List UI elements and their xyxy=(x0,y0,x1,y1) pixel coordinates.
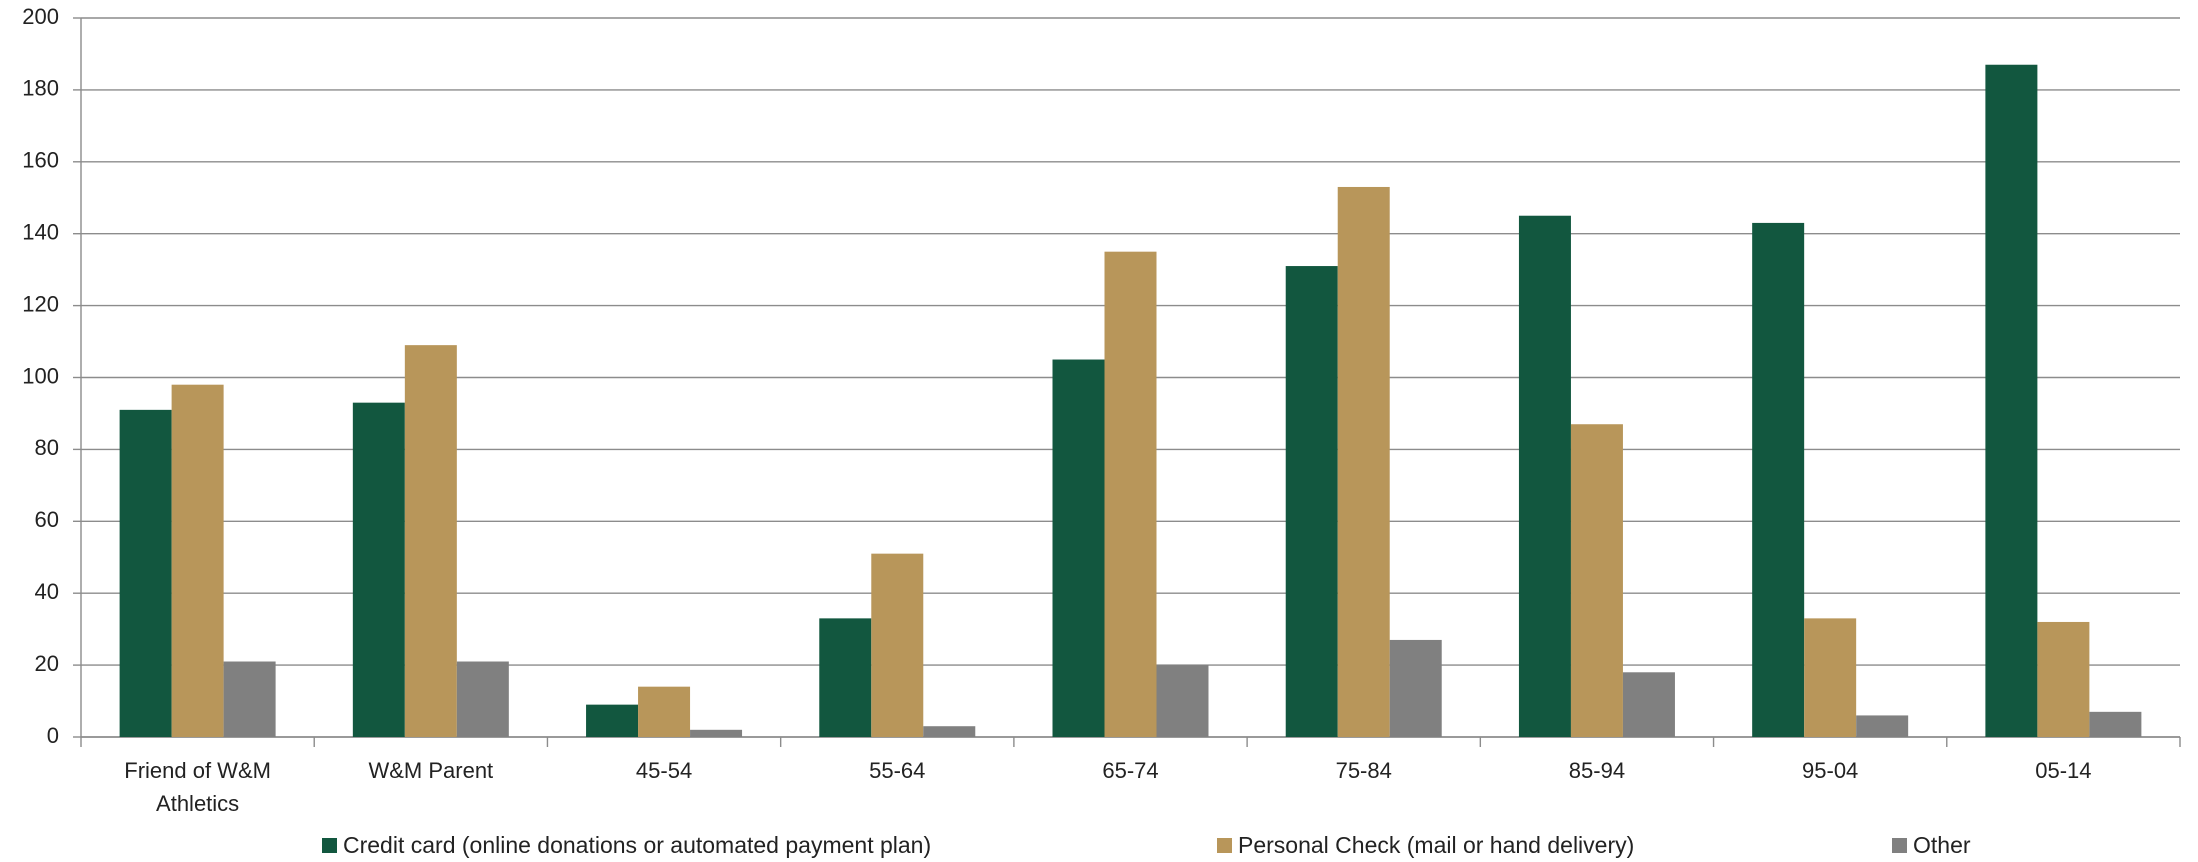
bar xyxy=(171,384,224,737)
bar xyxy=(404,345,457,737)
bar xyxy=(1856,715,1909,737)
bar xyxy=(1752,222,1805,738)
y-tick-label: 200 xyxy=(22,4,59,29)
bar xyxy=(1804,618,1857,737)
y-tick-label: 80 xyxy=(35,435,59,460)
x-tick-label: 05-14 xyxy=(2035,758,2092,783)
x-tick-label: 95-04 xyxy=(1802,758,1859,783)
y-tick-label: 100 xyxy=(22,363,59,388)
legend-label: Credit card (online donations or automat… xyxy=(343,832,932,858)
bar xyxy=(1570,424,1623,737)
x-tick-label: 85-94 xyxy=(1568,758,1626,783)
y-tick-label: 160 xyxy=(22,148,59,173)
x-tick-label: W&M Parent xyxy=(368,758,494,783)
legend-item: Personal Check (mail or hand delivery) xyxy=(1217,832,1634,859)
y-tick-label: 60 xyxy=(35,507,59,532)
bar xyxy=(456,661,509,737)
bar xyxy=(119,409,172,737)
bar xyxy=(223,661,276,737)
y-tick-label: 0 xyxy=(47,723,59,748)
x-tick-label: 65-74 xyxy=(1102,758,1159,783)
bar xyxy=(352,402,405,737)
y-tick-label: 140 xyxy=(22,220,59,245)
y-tick-label: 40 xyxy=(35,579,59,604)
bar xyxy=(2037,621,2090,737)
legend-item: Credit card (online donations or automat… xyxy=(322,832,931,859)
bar xyxy=(871,553,924,737)
x-tick-label: Friend of W&M Athletics xyxy=(124,758,271,816)
bar xyxy=(638,686,691,737)
bar xyxy=(1985,64,2038,738)
x-tick-label: 55-64 xyxy=(869,758,926,783)
bar xyxy=(923,726,976,737)
bar xyxy=(690,729,743,737)
legend-label: Other xyxy=(1913,832,1971,858)
bar xyxy=(1622,672,1675,737)
bar xyxy=(1337,186,1390,738)
bar xyxy=(1389,639,1442,737)
y-tick-label: 20 xyxy=(35,651,59,676)
legend-swatch xyxy=(1217,838,1232,853)
legend-item: Other xyxy=(1892,832,1971,859)
bar xyxy=(1156,665,1209,737)
bar xyxy=(819,618,872,737)
bar xyxy=(1104,251,1157,738)
bar xyxy=(586,704,639,737)
bar xyxy=(1518,215,1571,738)
y-tick-label: 120 xyxy=(22,291,59,316)
bar xyxy=(1285,266,1338,737)
x-tick-label: 45-54 xyxy=(635,758,693,783)
legend-swatch xyxy=(322,838,337,853)
legend-label: Personal Check (mail or hand delivery) xyxy=(1238,832,1635,858)
bar xyxy=(2089,711,2142,737)
legend-swatch xyxy=(1892,838,1907,853)
bar xyxy=(1052,359,1105,737)
x-tick-label: 75-84 xyxy=(1335,758,1392,783)
y-tick-label: 180 xyxy=(22,76,59,101)
